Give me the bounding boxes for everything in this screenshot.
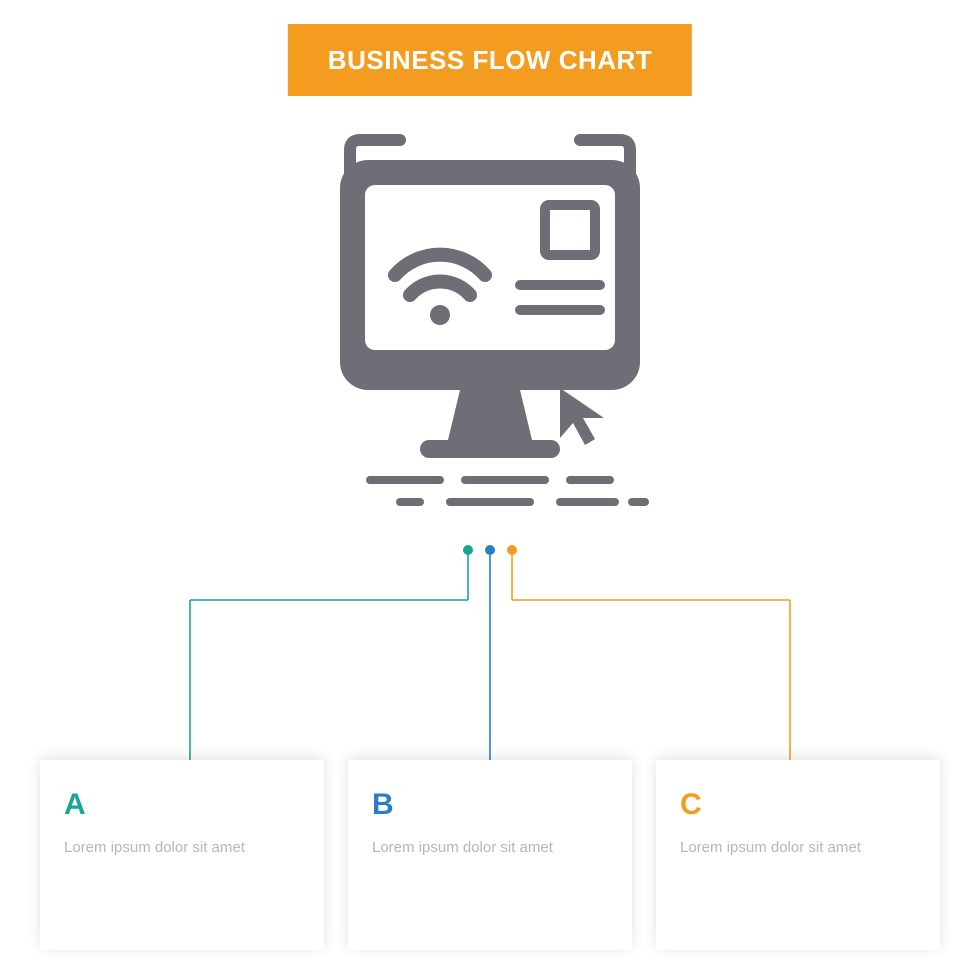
option-column-a: A Lorem ipsum dolor sit amet — [40, 760, 324, 950]
option-column-c: C Lorem ipsum dolor sit amet — [656, 760, 940, 950]
title-bar: BUSINESS FLOW CHART — [288, 24, 692, 96]
option-letter: C — [680, 788, 916, 822]
option-column-b: B Lorem ipsum dolor sit amet — [348, 760, 632, 950]
title-text: BUSINESS FLOW CHART — [328, 45, 652, 76]
option-columns: A Lorem ipsum dolor sit amet B Lorem ips… — [40, 760, 940, 950]
option-body: Lorem ipsum dolor sit amet — [680, 836, 916, 859]
option-body: Lorem ipsum dolor sit amet — [64, 836, 300, 859]
connector-lines — [0, 540, 980, 790]
computer-wifi-icon — [310, 130, 670, 520]
option-letter: B — [372, 788, 608, 822]
option-letter: A — [64, 788, 300, 822]
option-body: Lorem ipsum dolor sit amet — [372, 836, 608, 859]
